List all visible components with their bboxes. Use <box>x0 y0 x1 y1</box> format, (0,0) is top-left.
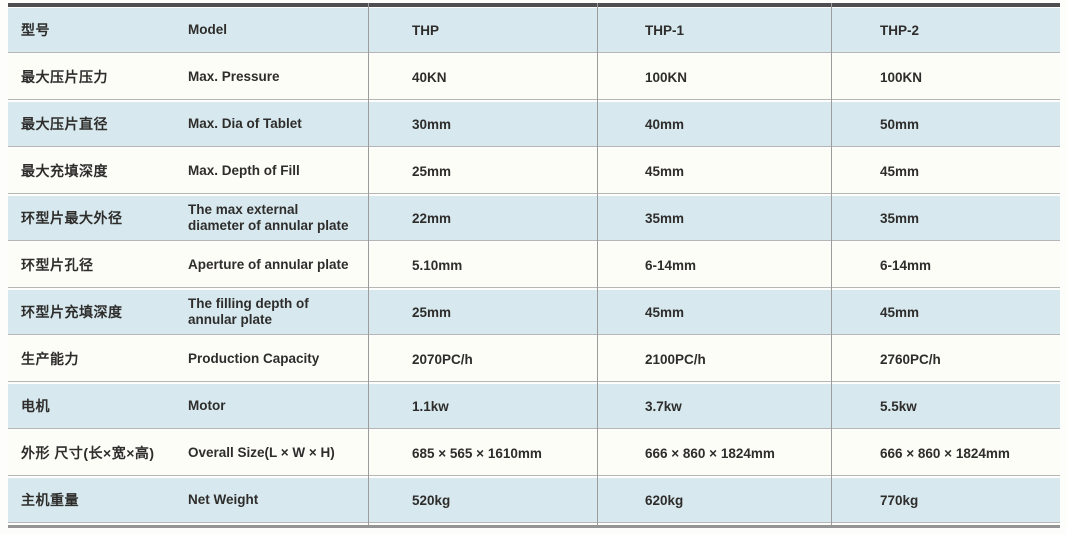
table-row: 环型片孔径 Aperture of annular plate 5.10mm 6… <box>8 243 1060 288</box>
col-header-thp1: THP-1 <box>645 22 685 38</box>
thp2-value: 666 × 860 × 1824mm <box>880 445 1010 461</box>
table-row: 环型片最大外径 The max external diameter of ann… <box>8 196 1060 241</box>
thp1-value: 40mm <box>645 116 685 132</box>
header-model-en: Model <box>188 22 227 37</box>
row-label-en: The filling depth of annular plate <box>188 296 309 327</box>
table-row: 外形 尺寸(长×宽×高) Overall Size(L × W × H) 685… <box>8 431 1060 476</box>
table-bottom-border <box>8 525 1060 528</box>
thp-value: 40KN <box>412 69 447 85</box>
thp1-value: 3.7kw <box>645 398 682 414</box>
thp1-value: 620kg <box>645 492 684 508</box>
spec-table: 型号 Model THP THP-1 THP-2 最大压片压力 Max. Pre… <box>8 3 1060 528</box>
row-label-cn: 外形 尺寸(长×宽×高) <box>21 445 155 461</box>
table-row: 最大压片压力 Max. Pressure 40KN 100KN 100KN <box>8 55 1060 100</box>
thp2-value: 2760PC/h <box>880 351 941 367</box>
row-label-en: Net Weight <box>188 492 259 507</box>
row-label-cn: 环型片充填深度 <box>21 304 123 320</box>
table-row: 最大充填深度 Max. Depth of Fill 25mm 45mm 45mm <box>8 149 1060 194</box>
column-divider <box>597 3 598 525</box>
thp-value: 22mm <box>412 210 452 226</box>
header-model-cn: 型号 <box>21 22 50 38</box>
thp2-value: 100KN <box>880 69 923 85</box>
row-label-cn: 主机重量 <box>21 492 79 508</box>
thp-value: 1.1kw <box>412 398 449 414</box>
thp-value: 2070PC/h <box>412 351 473 367</box>
thp2-value: 45mm <box>880 304 920 320</box>
row-label-en: Max. Dia of Tablet <box>188 116 302 131</box>
table-row: 电机 Motor 1.1kw 3.7kw 5.5kw <box>8 384 1060 429</box>
table-row: 最大压片直径 Max. Dia of Tablet 30mm 40mm 50mm <box>8 102 1060 147</box>
thp-value: 25mm <box>412 163 452 179</box>
row-label-cn: 最大充填深度 <box>21 163 108 179</box>
column-divider <box>368 3 369 525</box>
row-label-en: Aperture of annular plate <box>188 257 349 272</box>
row-label-en: The max external diameter of annular pla… <box>188 202 349 233</box>
thp2-value: 770kg <box>880 492 919 508</box>
row-label-en: Max. Depth of Fill <box>188 163 300 178</box>
thp1-value: 6-14mm <box>645 257 697 273</box>
thp1-value: 2100PC/h <box>645 351 706 367</box>
row-label-cn: 电机 <box>21 398 50 414</box>
table-row: 主机重量 Net Weight 520kg 620kg 770kg <box>8 478 1060 523</box>
row-label-en: Overall Size(L × W × H) <box>188 445 335 460</box>
row-label-cn: 环型片孔径 <box>21 257 94 273</box>
thp2-value: 50mm <box>880 116 920 132</box>
row-label-en: Max. Pressure <box>188 69 280 84</box>
thp2-value: 45mm <box>880 163 920 179</box>
table-row: 环型片充填深度 The filling depth of annular pla… <box>8 290 1060 335</box>
col-header-thp2: THP-2 <box>880 22 920 38</box>
row-label-cn: 环型片最大外径 <box>21 210 123 226</box>
thp1-value: 45mm <box>645 304 685 320</box>
row-label-cn: 最大压片压力 <box>21 69 108 85</box>
thp2-value: 5.5kw <box>880 398 917 414</box>
table-top-border <box>8 3 1060 7</box>
thp2-value: 35mm <box>880 210 920 226</box>
thp-value: 5.10mm <box>412 257 463 273</box>
thp1-value: 45mm <box>645 163 685 179</box>
thp1-value: 666 × 860 × 1824mm <box>645 445 775 461</box>
table-row: 生产能力 Production Capacity 2070PC/h 2100PC… <box>8 337 1060 382</box>
thp1-value: 35mm <box>645 210 685 226</box>
thp-value: 25mm <box>412 304 452 320</box>
thp2-value: 6-14mm <box>880 257 932 273</box>
thp-value: 520kg <box>412 492 451 508</box>
header-row: 型号 Model THP THP-1 THP-2 <box>8 8 1060 53</box>
col-header-thp: THP <box>412 22 439 38</box>
row-label-en: Motor <box>188 398 226 413</box>
thp-value: 685 × 565 × 1610mm <box>412 445 542 461</box>
column-divider <box>831 3 832 525</box>
row-label-cn: 最大压片直径 <box>21 116 108 132</box>
thp-value: 30mm <box>412 116 452 132</box>
row-label-en: Production Capacity <box>188 351 320 366</box>
thp1-value: 100KN <box>645 69 688 85</box>
row-label-cn: 生产能力 <box>21 351 79 367</box>
